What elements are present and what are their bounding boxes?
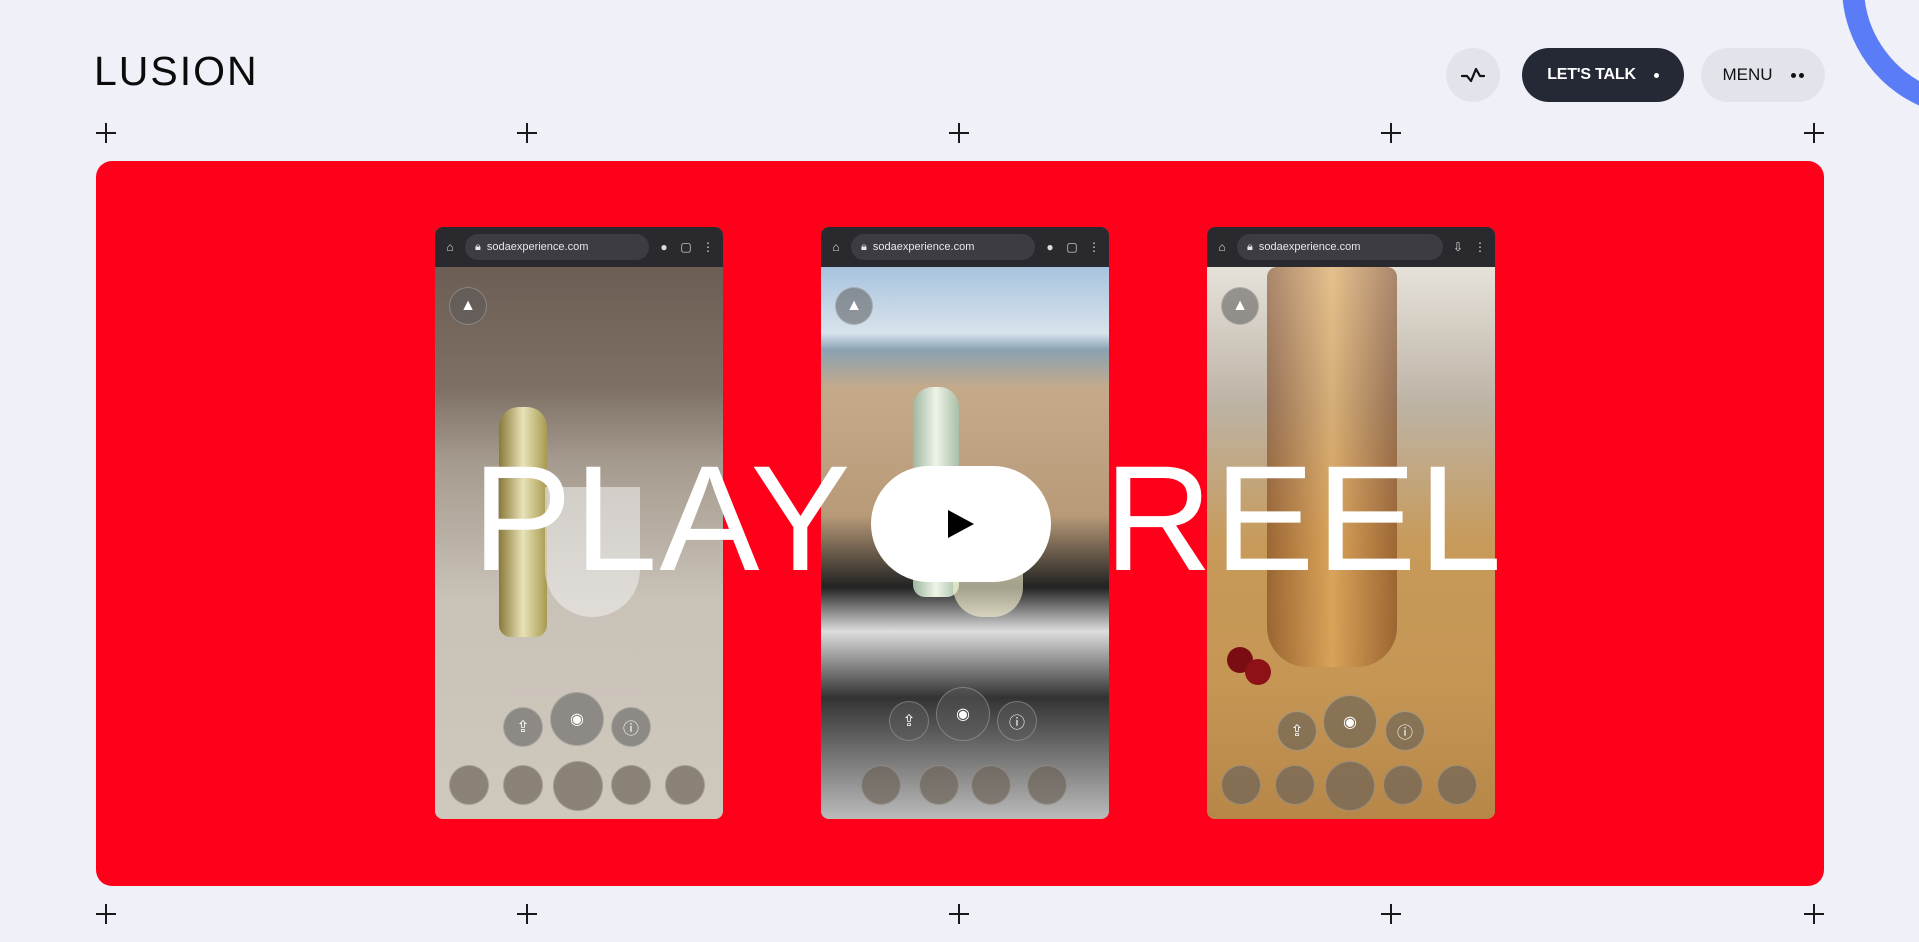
plus-marker-icon: [1381, 123, 1401, 143]
sound-toggle-button[interactable]: [1446, 48, 1500, 102]
tabs-icon: ▢: [680, 240, 692, 254]
home-icon: ⌂: [1218, 240, 1226, 254]
url-text: sodaexperience.com: [486, 241, 589, 253]
plus-marker-icon: [949, 904, 969, 924]
more-icon: ⋮: [702, 240, 714, 254]
bottle-icon: ▲: [1221, 287, 1259, 325]
ar-scene-image: ▲ ⇪ ◉ ⓘ: [1207, 267, 1495, 819]
play-button[interactable]: [871, 466, 1051, 582]
plus-marker-icon: [1804, 904, 1824, 924]
plus-marker-icon: [517, 904, 537, 924]
url-text: sodaexperience.com: [872, 241, 975, 253]
lets-talk-button[interactable]: LET'S TALK: [1522, 48, 1684, 102]
tabs-icon: ▢: [1066, 240, 1078, 254]
bottle-icon: ▲: [449, 287, 487, 325]
plus-marker-icon: [1381, 904, 1401, 924]
share-icon: ⇪: [889, 701, 929, 741]
dot-icon: [1653, 72, 1659, 78]
lock-icon: 🔒︎: [861, 240, 867, 253]
menu-label: MENU: [1722, 65, 1773, 84]
download-icon: ⇩: [1452, 240, 1464, 254]
menu-button[interactable]: MENU: [1701, 48, 1825, 102]
url-box: 🔒︎ sodaexperience.com: [851, 234, 1035, 260]
browser-bar: ⌂ 🔒︎ sodaexperience.com ● ▢ ⋮: [435, 227, 723, 267]
sound-wave-icon: [1460, 67, 1486, 83]
decorative-arc: [1839, 0, 1919, 110]
dots-icon: [1790, 72, 1804, 78]
share-icon: ⇪: [503, 707, 543, 747]
more-icon: ⋮: [1088, 240, 1100, 254]
lock-icon: 🔒︎: [475, 240, 481, 253]
home-icon: ⌂: [446, 240, 454, 254]
ar-scene-image: ▲ ⇪ ◉ ⓘ: [435, 267, 723, 819]
lets-talk-label: LET'S TALK: [1547, 66, 1636, 83]
share-icon: ⇪: [1277, 711, 1317, 751]
play-icon: [948, 510, 974, 538]
plus-marker-icon: [96, 904, 116, 924]
bottle-icon: ▲: [835, 287, 873, 325]
play-reel-video[interactable]: ⌂ 🔒︎ sodaexperience.com ● ▢ ⋮ ▲ ⇪ ◉ ⓘ ⌂: [96, 161, 1824, 886]
phone-screen-3: ⌂ 🔒︎ sodaexperience.com ⇩ ⋮ ▲ ⇪ ◉ ⓘ: [1207, 227, 1495, 819]
url-text: sodaexperience.com: [1258, 241, 1361, 253]
logo[interactable]: LUSION: [94, 48, 259, 94]
home-icon: ⌂: [832, 240, 840, 254]
camera-icon: ◉: [550, 692, 604, 746]
camera-icon: ◉: [936, 687, 990, 741]
mic-icon: ●: [660, 240, 668, 254]
reel-word: REEL: [1104, 434, 1504, 602]
plus-marker-icon: [517, 123, 537, 143]
info-icon: ⓘ: [997, 701, 1037, 741]
more-icon: ⋮: [1474, 240, 1486, 254]
mic-icon: ●: [1046, 240, 1054, 254]
plus-marker-icon: [96, 123, 116, 143]
lock-icon: 🔒︎: [1247, 240, 1253, 253]
url-box: 🔒︎ sodaexperience.com: [1237, 234, 1443, 260]
url-box: 🔒︎ sodaexperience.com: [465, 234, 649, 260]
info-icon: ⓘ: [611, 707, 651, 747]
browser-bar: ⌂ 🔒︎ sodaexperience.com ● ▢ ⋮: [821, 227, 1109, 267]
plus-marker-icon: [1804, 123, 1824, 143]
camera-icon: ◉: [1323, 695, 1377, 749]
play-word: PLAY: [472, 434, 853, 602]
browser-bar: ⌂ 🔒︎ sodaexperience.com ⇩ ⋮: [1207, 227, 1495, 267]
info-icon: ⓘ: [1385, 711, 1425, 751]
phone-screen-1: ⌂ 🔒︎ sodaexperience.com ● ▢ ⋮ ▲ ⇪ ◉ ⓘ: [435, 227, 723, 819]
plus-marker-icon: [949, 123, 969, 143]
